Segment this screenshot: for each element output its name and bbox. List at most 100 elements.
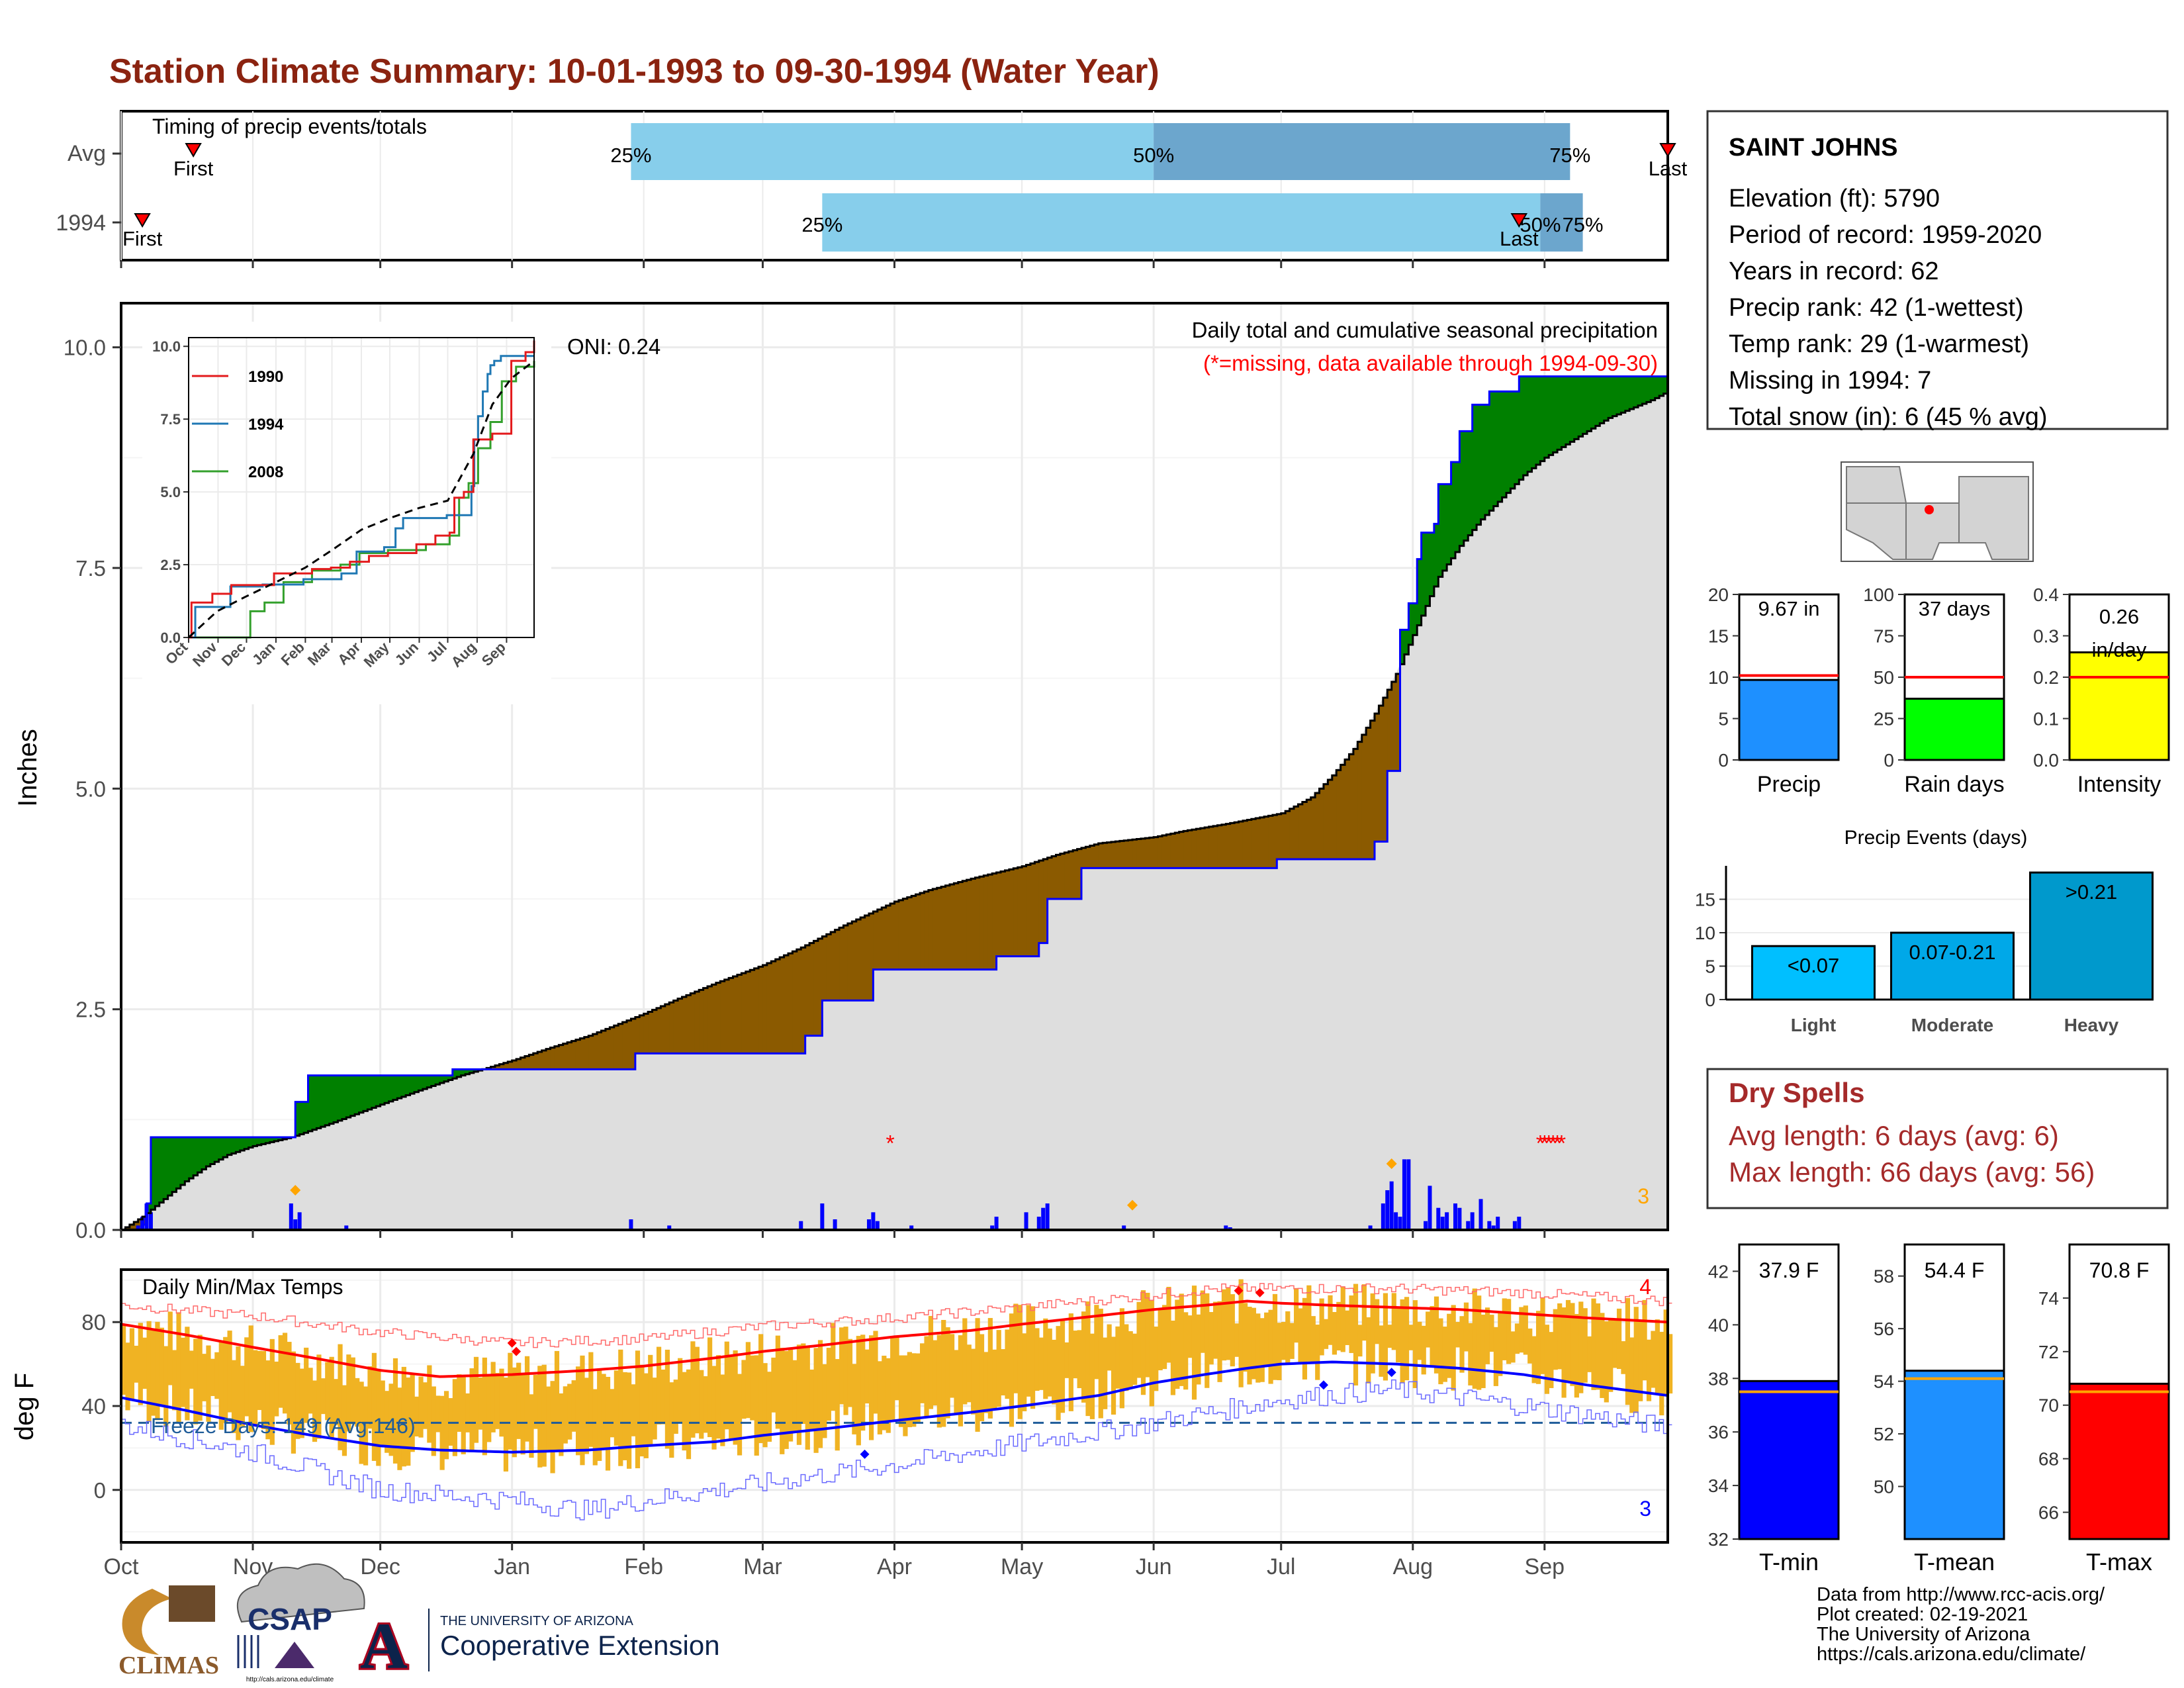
precip-surplus-fill <box>1523 376 1528 475</box>
precip-deficit-fill <box>780 957 785 1054</box>
temp-daily-bar <box>1298 1308 1303 1364</box>
temp-daily-bar <box>1608 1319 1614 1392</box>
temp-daily-bar <box>210 1358 216 1396</box>
precip-surplus-fill <box>231 1137 236 1154</box>
month-tick-label: Jun <box>1136 1554 1172 1579</box>
precip-deficit-fill <box>584 1037 589 1070</box>
precip-surplus-fill <box>257 1137 262 1145</box>
precip-deficit-fill <box>911 896 917 970</box>
temp-daily-bar <box>1472 1288 1477 1389</box>
precip-deficit-fill <box>1179 831 1184 868</box>
record-min-marker <box>1318 1380 1328 1390</box>
precip-deficit-fill <box>1332 775 1337 859</box>
temp-daily-bar <box>363 1386 369 1466</box>
precip-surplus-fill <box>1553 376 1558 453</box>
precip-surplus-fill <box>304 1102 309 1133</box>
precip-deficit-fill <box>682 997 687 1054</box>
precip-deficit-fill <box>1298 804 1303 859</box>
timing-q25-50-bar <box>822 193 1541 252</box>
precip-extreme-count: 3 <box>1637 1184 1649 1208</box>
precip-deficit-fill <box>601 1030 606 1070</box>
precip-deficit-fill <box>1085 847 1091 868</box>
temp-daily-bar <box>1319 1298 1324 1356</box>
precip-deficit-fill <box>1196 829 1201 868</box>
temp-daily-bar <box>346 1354 351 1432</box>
temp-daily-bar <box>1281 1321 1286 1360</box>
temp-summary-label: T-min <box>1759 1548 1819 1575</box>
precip-daily-bar <box>140 1217 145 1230</box>
station-info-line: Temp rank: 29 (1-warmest) <box>1729 330 2029 358</box>
precip-deficit-fill <box>1098 843 1103 868</box>
precip-deficit-fill <box>711 984 717 1054</box>
month-tick-label: Aug <box>1393 1554 1433 1579</box>
footer-line: Plot created: 02-19-2021 <box>1817 1604 2028 1625</box>
temp-daily-bar <box>1043 1318 1048 1399</box>
temp-daily-bar <box>771 1357 776 1413</box>
temp-daily-bar <box>308 1368 313 1414</box>
temp-daily-bar <box>269 1338 275 1445</box>
temp-daily-bar <box>1302 1297 1308 1380</box>
temp-daily-bar <box>516 1362 522 1439</box>
precip-deficit-fill <box>1001 871 1006 957</box>
precip-deficit-fill <box>588 1035 594 1070</box>
events-category-label: Heavy <box>2064 1015 2119 1035</box>
precip-deficit-fill <box>1328 780 1333 859</box>
temp-daily-bar <box>1663 1309 1668 1395</box>
temp-daily-bar <box>155 1321 160 1421</box>
precip-surplus-fill <box>312 1075 317 1130</box>
temp-daily-bar <box>1306 1285 1312 1362</box>
precip-surplus-fill <box>355 1075 360 1115</box>
precip-surplus-fill <box>1535 376 1541 465</box>
climas-logo: CLIMAS <box>118 1585 219 1679</box>
temp-daily-bar <box>465 1393 471 1432</box>
temp-daily-bar <box>1251 1307 1257 1380</box>
temp-daily-bar <box>1340 1286 1345 1352</box>
precip-surplus-fill <box>1600 376 1605 424</box>
precip-surplus-fill <box>329 1075 334 1124</box>
footer-line: Data from http://www.rcc-acis.org/ <box>1817 1584 2105 1605</box>
precip-deficit-fill <box>575 1039 580 1070</box>
summary-value-label: 9.67 in <box>1758 597 1819 620</box>
temp-daily-bar <box>1017 1305 1023 1419</box>
missing-day-marker: * <box>886 1131 894 1156</box>
temp-summary-bars: 32 34 36 38 40 42 37.9 F T-min 50 52 54 56 58 54.4 F T… <box>1708 1243 2170 1575</box>
temp-daily-bar <box>1638 1321 1643 1401</box>
precip-deficit-fill <box>1302 802 1307 859</box>
precip-legend-sub: (*=missing, data available through 1994-… <box>1203 351 1658 375</box>
temp-daily-bar <box>1098 1308 1103 1419</box>
temp-daily-bar <box>839 1327 844 1405</box>
temp-daily-bar <box>1442 1327 1447 1382</box>
precip-surplus-fill <box>274 1137 279 1141</box>
missing-day-marker: * <box>1540 1131 1549 1156</box>
temp-daily-bar <box>282 1333 288 1414</box>
precip-deficit-fill <box>1370 720 1375 859</box>
month-tick-label: May <box>1001 1554 1043 1579</box>
temp-daily-bar <box>1289 1323 1295 1359</box>
map-state-shape <box>1846 466 2029 560</box>
temp-daily-bar <box>529 1394 534 1458</box>
precip-deficit-fill <box>1366 727 1371 859</box>
precip-surplus-fill <box>1638 376 1643 406</box>
precip-deficit-fill <box>784 955 789 1054</box>
precip-deficit-fill <box>733 976 738 1054</box>
precip-deficit-fill <box>1310 797 1316 859</box>
temp-daily-bar <box>1646 1339 1652 1401</box>
precip-deficit-fill <box>1154 837 1159 868</box>
precip-deficit-fill <box>915 894 921 970</box>
precip-daily-bar <box>289 1203 293 1230</box>
temp-daily-bar <box>1038 1337 1044 1390</box>
temp-summary-ytick-label: 54 <box>1874 1372 1894 1392</box>
temp-daily-bar <box>835 1359 840 1451</box>
timing-q25-50-bar <box>631 123 1154 180</box>
temp-daily-bar <box>227 1331 232 1413</box>
temp-daily-bar <box>1387 1325 1392 1348</box>
temp-daily-bar <box>1553 1309 1558 1370</box>
precip-surplus-fill <box>1591 376 1596 429</box>
precip-deficit-fill <box>707 986 713 1054</box>
precip-surplus-fill <box>1540 376 1545 461</box>
precip-daily-bar <box>344 1225 349 1230</box>
precip-deficit-fill <box>958 882 963 970</box>
precip-deficit-fill <box>771 961 776 1054</box>
precip-deficit-fill <box>1060 853 1065 899</box>
temp-daily-bar <box>729 1354 734 1439</box>
